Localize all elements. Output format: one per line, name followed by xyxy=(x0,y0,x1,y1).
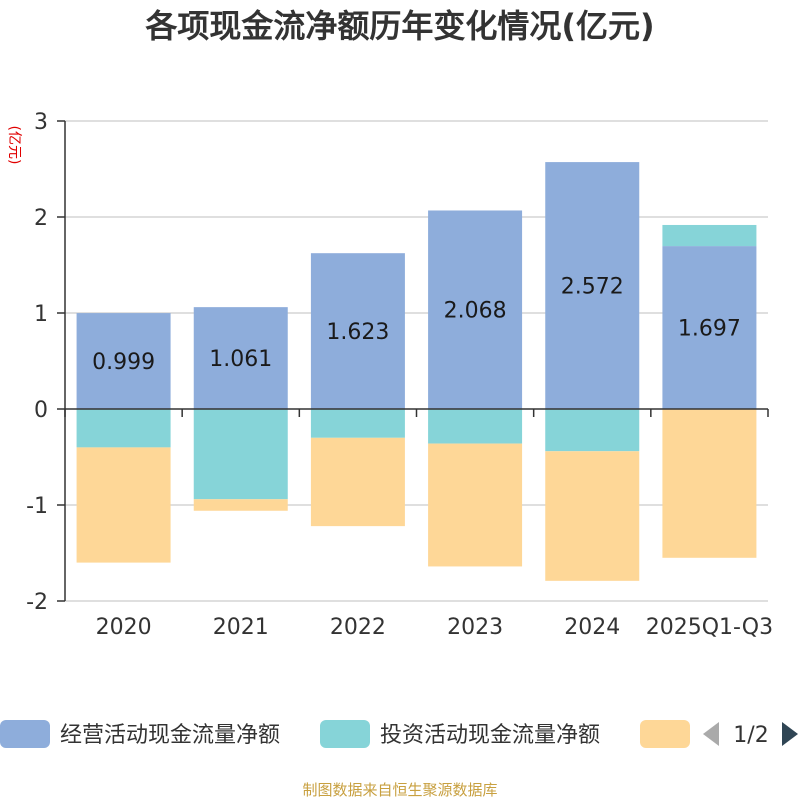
legend-page-indicator: 1/2 xyxy=(733,723,768,748)
legend-prev-page-icon[interactable] xyxy=(703,722,719,746)
x-tick-label: 2022 xyxy=(330,615,386,640)
footer-source: 制图数据来自恒生聚源数据库 xyxy=(302,781,497,799)
legend-item-0[interactable]: 经营活动现金流量净额 xyxy=(0,720,280,748)
data-label: 2.068 xyxy=(444,299,507,324)
data-label: 1.697 xyxy=(678,317,741,342)
y-tick-label: 1 xyxy=(34,302,48,327)
gridlines xyxy=(65,120,768,602)
axes: 3 2 1 0 -1 -2 2020 2021 2022 2023 2024 2025Q1-Q3 xyxy=(26,110,773,640)
legend-next-page-icon[interactable] xyxy=(782,722,798,746)
bar-series-2-2025Q1-Q3[interactable] xyxy=(662,409,757,558)
bar-series-1-2025Q1-Q3[interactable] xyxy=(662,224,757,247)
y-tick-label: 2 xyxy=(34,206,48,231)
chart-title: 各项现金流净额历年变化情况(亿元) xyxy=(145,7,654,45)
legend: 经营活动现金流量净额 投资活动现金流量净额 1/2 xyxy=(0,720,798,748)
bar-series-0-2024[interactable] xyxy=(545,162,640,409)
y-tick-label: -2 xyxy=(26,590,48,615)
x-tick-label: 2025Q1-Q3 xyxy=(646,615,773,640)
bar-series-1-2021[interactable] xyxy=(193,409,288,500)
legend-label: 经营活动现金流量净额 xyxy=(60,723,280,748)
bar-series-0-2021[interactable] xyxy=(193,307,288,409)
x-tick-label: 2021 xyxy=(213,615,269,640)
bar-series-1-2022[interactable] xyxy=(310,409,405,438)
y-tick-label: -1 xyxy=(26,494,48,519)
x-tick-label: 2024 xyxy=(564,615,620,640)
bar-series-0-2025Q1-Q3[interactable] xyxy=(662,246,757,409)
bar-series-1-2020[interactable] xyxy=(76,409,171,448)
bar-series-1-2023[interactable] xyxy=(428,409,523,444)
bar-series-1-2024[interactable] xyxy=(545,409,640,452)
bar-series-2-2020[interactable] xyxy=(76,447,171,563)
legend-swatch xyxy=(640,720,690,748)
bars: 0.999 1.061 1.623 2.068 2.572 1.697 xyxy=(76,162,757,581)
bar-series-2-2021[interactable] xyxy=(193,499,288,511)
bar-series-2-2022[interactable] xyxy=(310,437,405,527)
legend-swatch xyxy=(320,720,370,748)
data-label: 2.572 xyxy=(561,275,624,300)
bar-series-2-2024[interactable] xyxy=(545,451,640,581)
y-tick-label: 0 xyxy=(34,398,48,423)
bar-series-0-2022[interactable] xyxy=(310,253,405,409)
legend-label: 投资活动现金流量净额 xyxy=(380,723,600,748)
y-axis-label: (亿元) xyxy=(6,126,22,165)
data-label: 1.061 xyxy=(209,347,272,372)
bar-series-0-2020[interactable] xyxy=(76,313,171,409)
x-tick-label: 2020 xyxy=(96,615,152,640)
legend-item-1[interactable]: 投资活动现金流量净额 xyxy=(320,720,600,748)
data-label: 0.999 xyxy=(92,350,155,375)
data-label: 1.623 xyxy=(326,320,389,345)
legend-item-2[interactable] xyxy=(640,720,690,748)
legend-swatch xyxy=(0,720,50,748)
y-tick-label: 3 xyxy=(34,110,48,135)
bar-series-2-2023[interactable] xyxy=(428,443,523,567)
x-tick-label: 2023 xyxy=(447,615,503,640)
bar-series-0-2023[interactable] xyxy=(428,210,523,409)
